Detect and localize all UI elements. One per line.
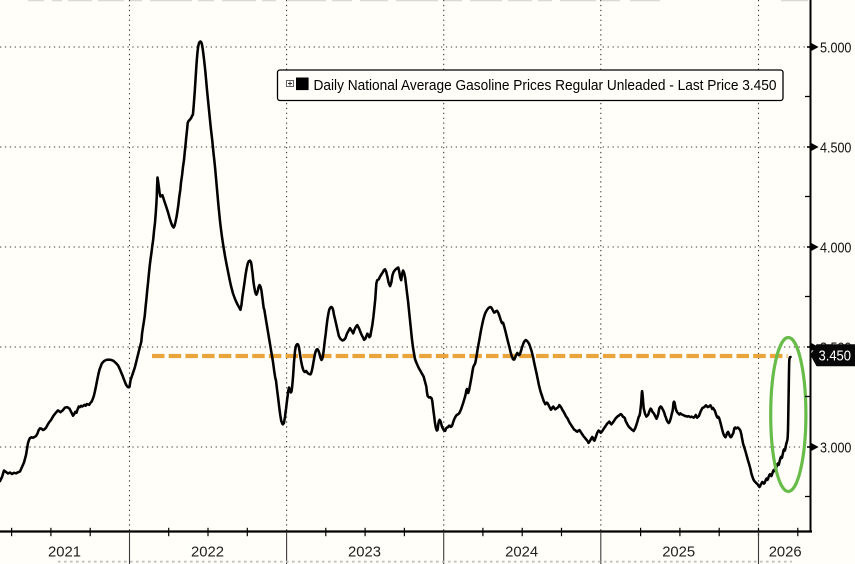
svg-text:4.000: 4.000 <box>820 240 851 257</box>
svg-text:2023: 2023 <box>348 544 381 561</box>
svg-text:4.500: 4.500 <box>820 140 851 157</box>
svg-text:5.000: 5.000 <box>820 40 851 57</box>
svg-text:3.450: 3.450 <box>819 348 852 365</box>
svg-text:2025: 2025 <box>662 544 695 561</box>
svg-text:3.000: 3.000 <box>820 440 851 457</box>
svg-text:2026: 2026 <box>769 544 802 561</box>
svg-text:2021: 2021 <box>48 544 81 561</box>
svg-text:2022: 2022 <box>191 544 224 561</box>
svg-text:2024: 2024 <box>505 544 538 561</box>
svg-text:Daily National Average Gasolin: Daily National Average Gasoline Prices R… <box>314 77 777 94</box>
